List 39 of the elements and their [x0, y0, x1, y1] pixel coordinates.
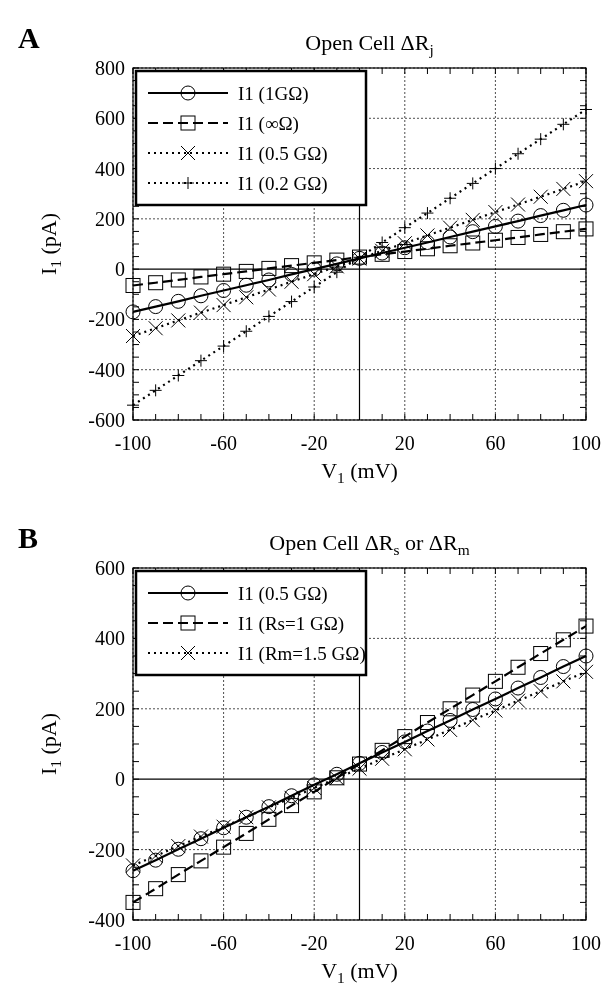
y-tick-label: -400: [88, 358, 125, 381]
y-tick-label: 200: [95, 207, 125, 230]
x-tick-label: -60: [210, 932, 237, 954]
text: B: [18, 521, 39, 554]
legend-label: I1 (∞Ω): [238, 113, 299, 135]
x-axis-title: V$_{1}$ (mV): [321, 458, 398, 487]
chart-title: Open Cell ΔR$_{j}$: [305, 30, 434, 59]
x-tick-label: 20: [394, 932, 415, 954]
x-tick-label: 100: [571, 432, 601, 454]
x-tick-label: 100: [571, 932, 601, 954]
y-tick-label: -400: [88, 909, 125, 931]
x-tick-label: -100: [114, 932, 152, 954]
legend-label: I1 (0.2 GΩ): [238, 173, 328, 195]
x-tick-label: 60: [485, 432, 506, 454]
legend-label: I1 (0.5 GΩ): [238, 143, 328, 165]
y-tick-label: 600: [95, 557, 125, 579]
x-tick-label: -20: [300, 432, 328, 454]
y-tick-label: 400: [95, 627, 125, 650]
chart-title: Open Cell ΔR$_{s}$ or ΔR$_{m}$: [269, 530, 470, 559]
legend-label: I1 (Rs=1 GΩ): [238, 613, 345, 635]
legend-label: I1 (Rm=1.5 GΩ): [238, 643, 366, 665]
y-tick-label: 400: [95, 157, 125, 180]
x-axis-title: V$_{1}$ (mV): [321, 958, 398, 987]
legend-label: I1 (1GΩ): [238, 83, 309, 105]
y-tick-label: -200: [88, 838, 125, 861]
y-tick-label: 600: [95, 107, 125, 130]
y-tick-label: 200: [95, 697, 125, 720]
y-tick-label: 0: [115, 768, 125, 791]
x-tick-label: 60: [485, 932, 506, 954]
x-tick-label: -100: [114, 432, 152, 454]
x-tick-label: -60: [210, 432, 237, 454]
y-tick-label: -600: [88, 409, 125, 431]
x-tick-label: -20: [300, 932, 328, 954]
x-tick-label: 20: [394, 432, 415, 454]
text: A: [18, 21, 40, 54]
y-tick-label: 800: [95, 57, 125, 79]
y-tick-label: -200: [88, 308, 125, 331]
y-tick-label: 0: [115, 258, 125, 281]
legend-label: I1 (0.5 GΩ): [238, 583, 328, 605]
